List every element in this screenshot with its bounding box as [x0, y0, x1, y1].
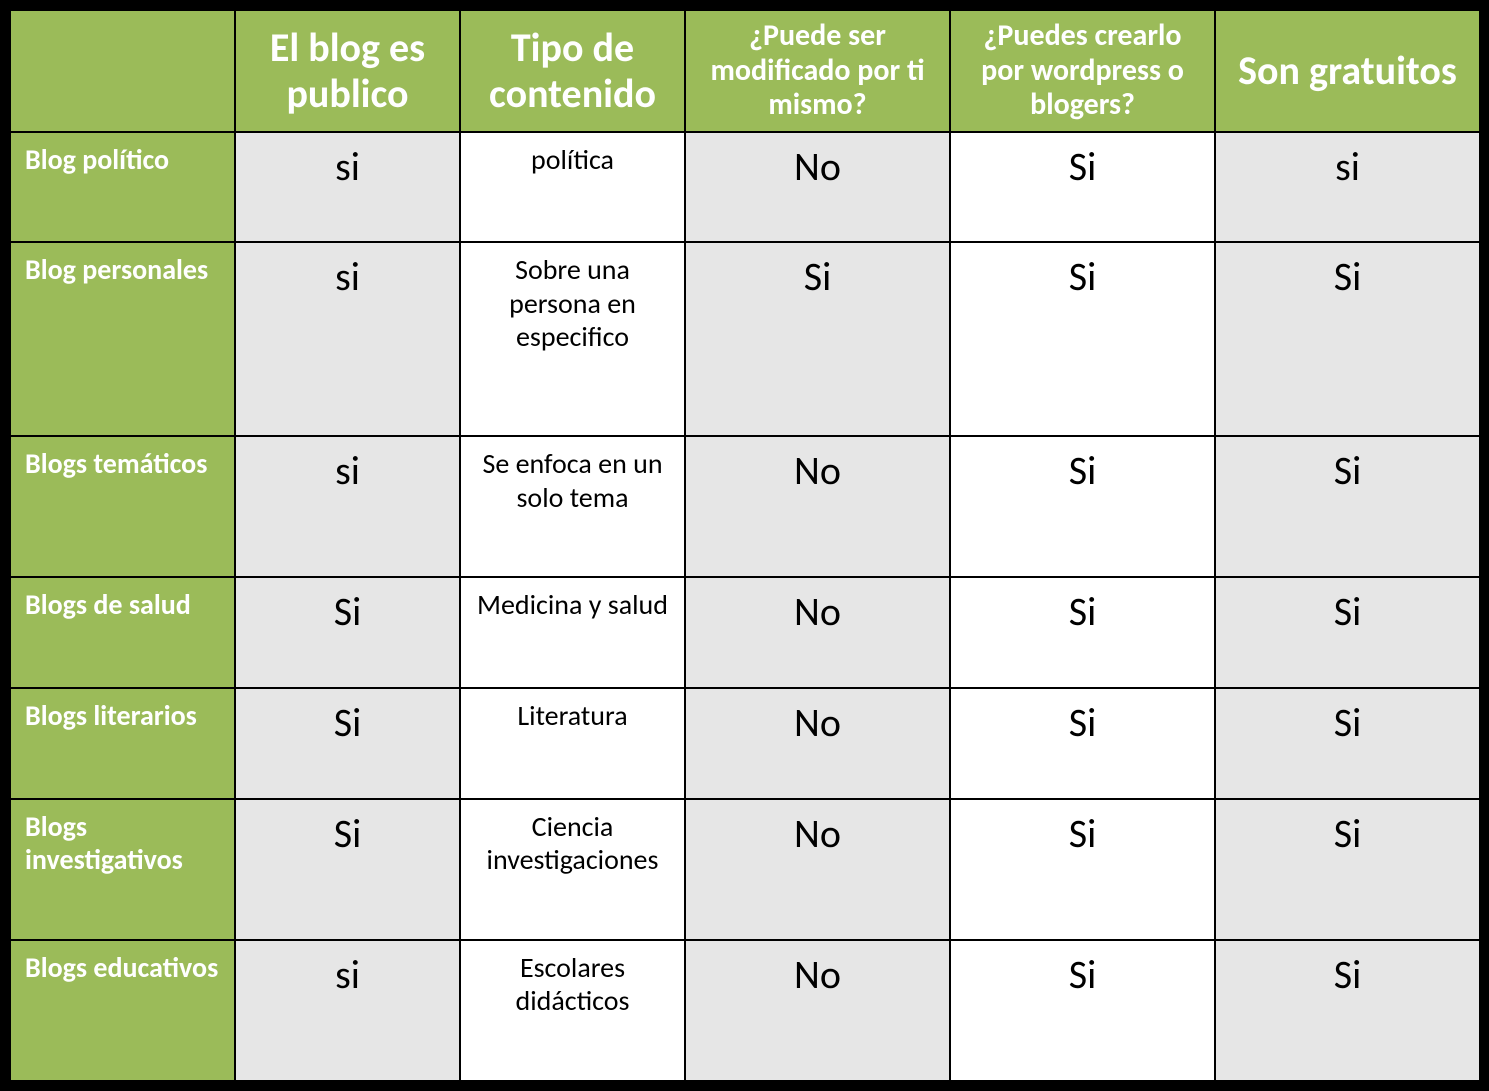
col-header-gratuitos: Son gratuitos: [1215, 10, 1480, 132]
header-row: El blog es publico Tipo de contenido ¿Pu…: [10, 10, 1480, 132]
table-cell: No: [685, 132, 950, 243]
table-row: Blog político si política No Si si: [10, 132, 1480, 243]
col-header-modificado: ¿Puede ser modificado por ti mismo?: [685, 10, 950, 132]
table-cell: si: [235, 436, 460, 577]
table-cell: Si: [685, 242, 950, 436]
table-cell: Si: [1215, 799, 1480, 940]
table-cell: Si: [1215, 940, 1480, 1081]
table-cell: si: [1215, 132, 1480, 243]
table-cell: Se enfoca en un solo tema: [460, 436, 685, 577]
table-cell: Si: [950, 242, 1215, 436]
table-cell: si: [235, 242, 460, 436]
table-cell: No: [685, 577, 950, 688]
col-header-crearlo: ¿Puedes crearlo por wordpress o blogers?: [950, 10, 1215, 132]
table-cell: Medicina y salud: [460, 577, 685, 688]
table-cell: Si: [1215, 688, 1480, 799]
table-cell: Literatura: [460, 688, 685, 799]
table-cell: Si: [950, 799, 1215, 940]
table-cell: Ciencia investigaciones: [460, 799, 685, 940]
table-cell: Si: [1215, 242, 1480, 436]
table-cell: Si: [1215, 577, 1480, 688]
table-row: Blogs literarios Si Literatura No Si Si: [10, 688, 1480, 799]
table-cell: política: [460, 132, 685, 243]
table-row: Blog personales si Sobre una persona en …: [10, 242, 1480, 436]
table-row: Blogs educativos si Escolares didácticos…: [10, 940, 1480, 1081]
table-cell: Si: [950, 577, 1215, 688]
col-header-publico: El blog es publico: [235, 10, 460, 132]
row-header: Blogs temáticos: [10, 436, 235, 577]
row-header: Blogs investigativos: [10, 799, 235, 940]
table-cell: No: [685, 799, 950, 940]
table-cell: Si: [1215, 436, 1480, 577]
table-cell: Si: [950, 436, 1215, 577]
table-cell: Si: [950, 688, 1215, 799]
table-cell: No: [685, 436, 950, 577]
row-header: Blog personales: [10, 242, 235, 436]
table-cell: Si: [235, 577, 460, 688]
table-cell: No: [685, 940, 950, 1081]
table-cell: Escolares didácticos: [460, 940, 685, 1081]
table-container: El blog es publico Tipo de contenido ¿Pu…: [0, 0, 1489, 1091]
table-cell: No: [685, 688, 950, 799]
table-cell: Si: [235, 799, 460, 940]
blog-types-table: El blog es publico Tipo de contenido ¿Pu…: [9, 9, 1481, 1082]
table-row: Blogs temáticos si Se enfoca en un solo …: [10, 436, 1480, 577]
row-header: Blogs literarios: [10, 688, 235, 799]
row-header: Blogs de salud: [10, 577, 235, 688]
col-header-blank: [10, 10, 235, 132]
table-body: Blog político si política No Si si Blog …: [10, 132, 1480, 1082]
table-cell: Sobre una persona en especifico: [460, 242, 685, 436]
table-cell: Si: [235, 688, 460, 799]
table-row: Blogs de salud Si Medicina y salud No Si…: [10, 577, 1480, 688]
table-cell: si: [235, 132, 460, 243]
table-cell: Si: [950, 132, 1215, 243]
col-header-tipo: Tipo de contenido: [460, 10, 685, 132]
table-cell: Si: [950, 940, 1215, 1081]
table-cell: si: [235, 940, 460, 1081]
row-header: Blogs educativos: [10, 940, 235, 1081]
table-row: Blogs investigativos Si Ciencia investig…: [10, 799, 1480, 940]
row-header: Blog político: [10, 132, 235, 243]
